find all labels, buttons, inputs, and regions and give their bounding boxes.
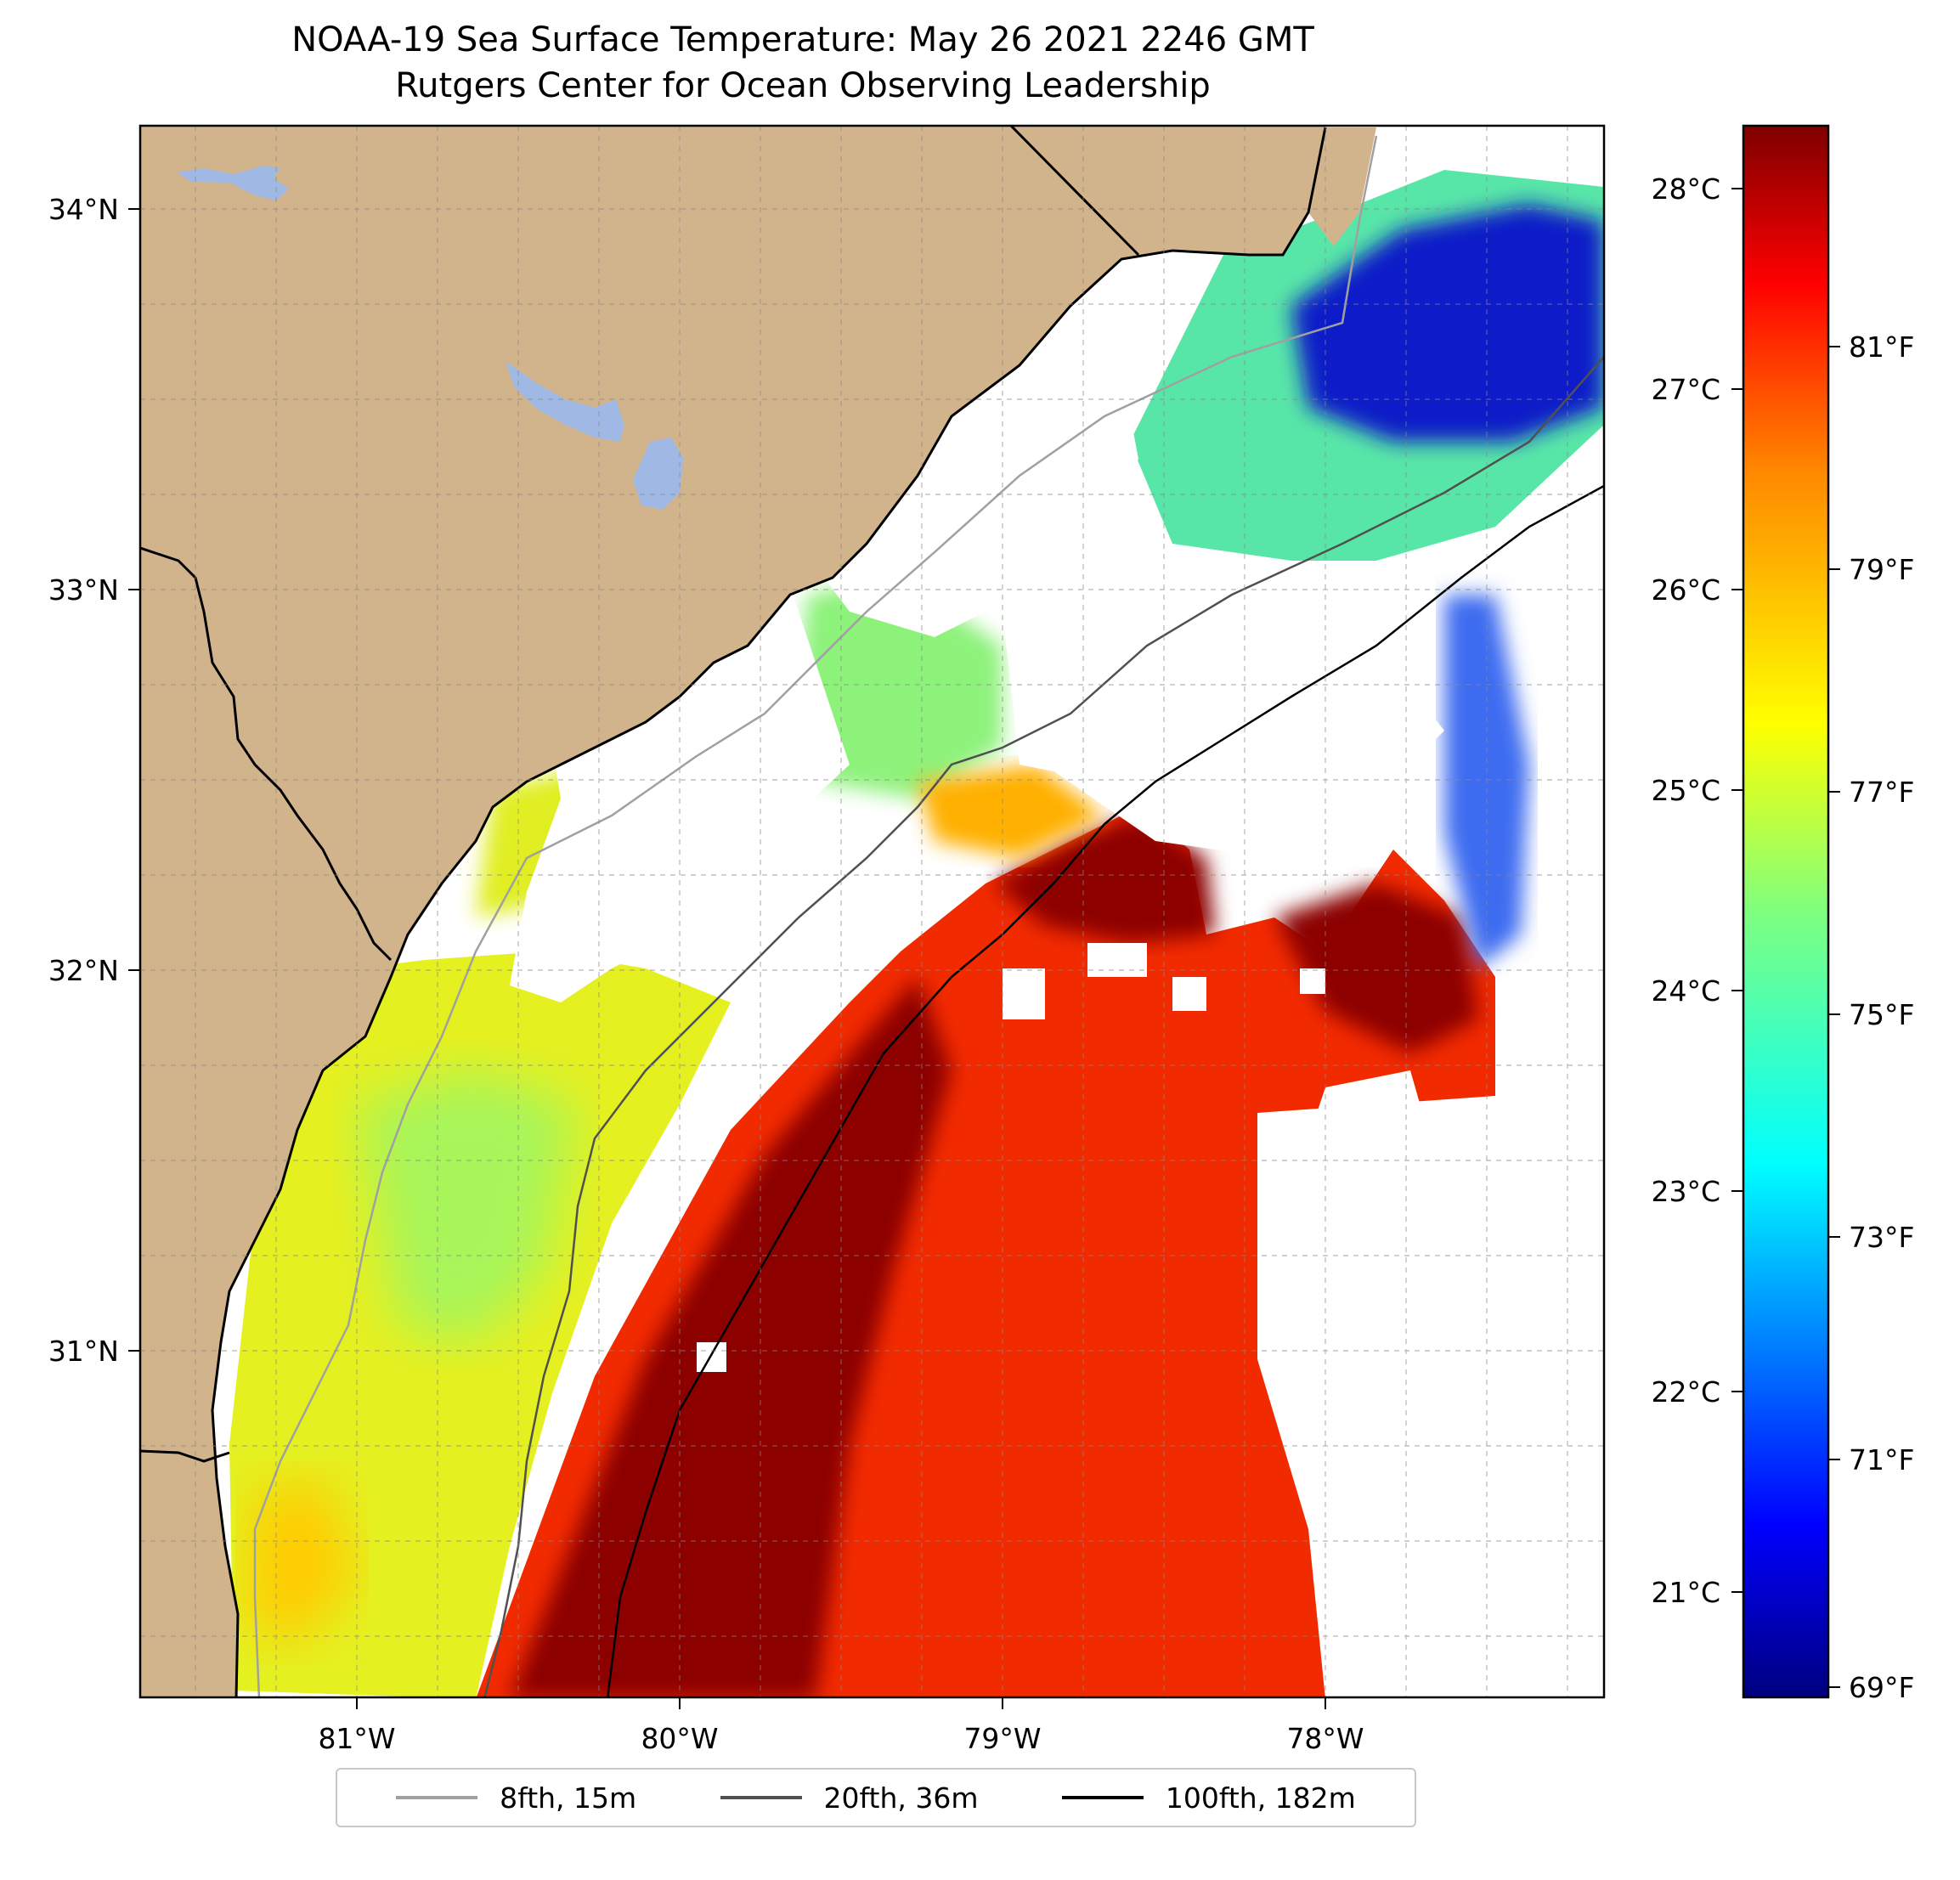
colorbar-c-25: 25°C (1651, 774, 1720, 807)
lon-label-81w: 81°W (318, 1722, 395, 1755)
lat-label-34n: 34°N (48, 193, 119, 226)
colorbar-f-81: 81°F (1849, 330, 1914, 364)
lake-moultrie (633, 438, 684, 510)
colorbar-f-71: 71°F (1849, 1443, 1914, 1476)
coastline (211, 127, 1327, 1697)
colorbar-c-28: 28°C (1651, 172, 1720, 206)
colorbar-c-24: 24°C (1651, 974, 1720, 1008)
graticule (140, 126, 1604, 1697)
isobath-8fth (253, 135, 1378, 1697)
legend-entry-8fth: 8fth, 15m (396, 1781, 636, 1815)
legend-label-100fth: 100fth, 182m (1165, 1781, 1356, 1815)
lake-marion (506, 361, 624, 442)
legend: 8fth, 15m 20fth, 36m 100fth, 182m (336, 1768, 1416, 1827)
legend-entry-20fth: 20fth, 36m (720, 1781, 979, 1815)
isobath-20fth (483, 356, 1604, 1697)
colorbar-f-77: 77°F (1849, 776, 1914, 809)
map-title: NOAA-19 Sea Surface Temperature: May 26 … (291, 20, 1314, 59)
colorbar-f-75: 75°F (1849, 998, 1914, 1031)
colorbar-f-73: 73°F (1849, 1221, 1914, 1254)
colorbar-c-21: 21°C (1651, 1576, 1720, 1609)
legend-label-20fth: 20fth, 36m (823, 1781, 979, 1815)
land (140, 126, 1325, 1697)
lake-north (177, 166, 289, 200)
axis-ticks (128, 208, 1326, 1709)
map-subtitle: Rutgers Center for Ocean Observing Leade… (395, 66, 1211, 105)
colorbar-gradient (1742, 124, 1830, 1699)
colorbar-f-69: 69°F (1849, 1671, 1914, 1704)
legend-entry-100fth: 100fth, 182m (1061, 1781, 1356, 1815)
lon-label-78w: 78°W (1286, 1722, 1364, 1755)
legend-label-8fth: 8fth, 15m (500, 1781, 637, 1815)
legend-swatch-20fth (720, 1796, 802, 1799)
colorbar: 28°C 27°C 26°C 25°C 24°C 23°C 22°C 21°C … (1651, 124, 1914, 1704)
colorbar-f-79: 79°F (1849, 553, 1914, 586)
sst-field (229, 170, 1604, 1697)
lon-label-79w: 79°W (963, 1722, 1041, 1755)
lat-label-33n: 33°N (48, 573, 119, 607)
lat-label-32n: 32°N (48, 954, 119, 987)
map-frame (138, 124, 1606, 1699)
lon-label-80w: 80°W (641, 1722, 718, 1755)
legend-swatch-8fth (396, 1796, 478, 1799)
colorbar-c-23: 23°C (1651, 1175, 1720, 1208)
lat-label-31n: 31°N (48, 1335, 119, 1368)
legend-swatch-100fth (1061, 1796, 1144, 1799)
colorbar-c-22: 22°C (1651, 1375, 1720, 1409)
state-borders (140, 126, 1140, 1463)
colorbar-c-27: 27°C (1651, 373, 1720, 406)
isobath-100fth (606, 484, 1604, 1697)
map-panel (140, 126, 1604, 1697)
colorbar-c-26: 26°C (1651, 573, 1720, 607)
